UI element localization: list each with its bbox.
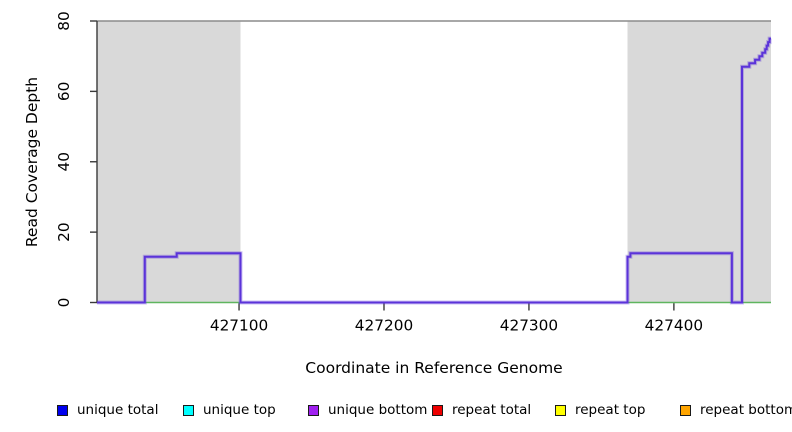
svg-text:60: 60 (55, 82, 73, 101)
legend-label: unique total (77, 402, 159, 418)
svg-text:40: 40 (55, 152, 73, 171)
legend-item-unique-bottom: unique bottom (308, 402, 427, 418)
legend-label: repeat total (452, 402, 532, 418)
plot-canvas: 0 20 40 60 80 427100 427200 427300 427400 (55, 11, 772, 335)
svg-text:427100: 427100 (210, 317, 268, 335)
legend-swatch-repeat-total-icon (432, 404, 443, 416)
legend-item-unique-top: unique top (183, 402, 276, 418)
legend-label: unique top (203, 402, 276, 418)
legend-item-repeat-top: repeat top (555, 402, 645, 418)
y-axis-label: Read Coverage Depth (23, 76, 41, 248)
legend-item-unique-total: unique total (57, 402, 158, 418)
legend-swatch-repeat-bottom-icon (680, 404, 691, 416)
svg-text:427300: 427300 (500, 317, 558, 335)
legend-item-repeat-bottom: repeat bottom (680, 402, 792, 418)
legend-swatch-unique-total-icon (57, 404, 68, 416)
svg-text:427400: 427400 (645, 317, 703, 335)
legend: unique total unique top unique bottom re… (0, 402, 792, 418)
legend-label: repeat bottom (700, 402, 792, 418)
legend-item-repeat-total: repeat total (432, 402, 531, 418)
svg-text:80: 80 (55, 11, 73, 30)
svg-text:20: 20 (55, 222, 73, 241)
legend-swatch-repeat-top-icon (555, 404, 566, 416)
x-axis-label: Coordinate in Reference Genome (305, 359, 563, 377)
legend-label: unique bottom (328, 402, 428, 418)
legend-swatch-unique-top-icon (183, 404, 194, 416)
svg-text:427200: 427200 (355, 317, 413, 335)
legend-label: repeat top (575, 402, 646, 418)
svg-text:0: 0 (55, 298, 73, 308)
legend-swatch-unique-bottom-icon (308, 404, 319, 416)
